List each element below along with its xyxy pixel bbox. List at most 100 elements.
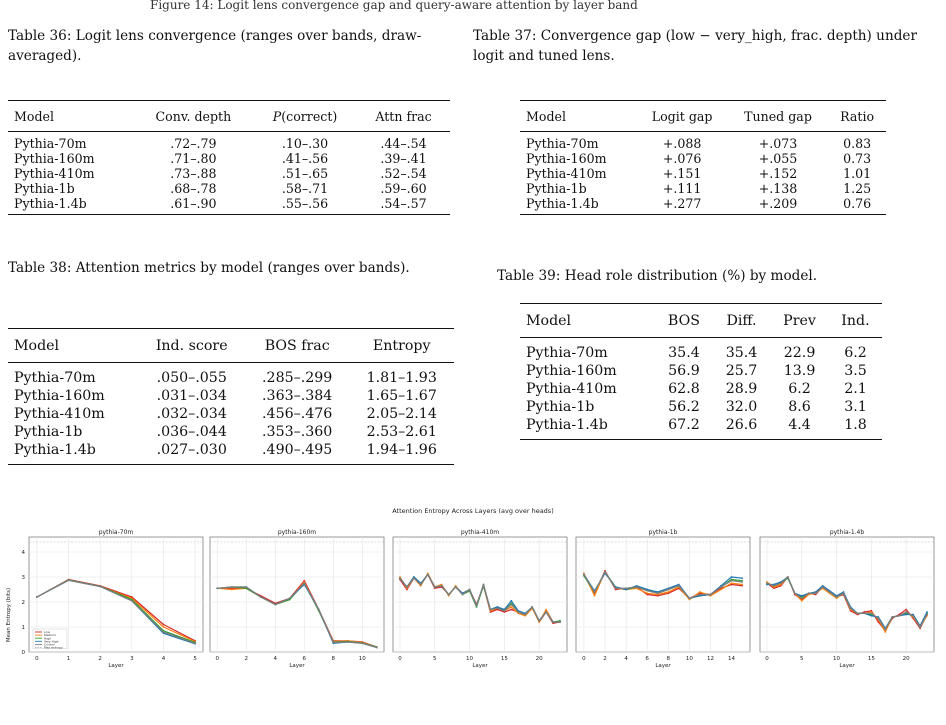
table-cell: .72–.79 [170,135,217,151]
table-row: Pythia-410m +.151 +.152 1.01 [520,166,886,181]
table-cell: 25.7 [725,362,758,379]
data-point [849,607,852,610]
legend-label: Low [44,630,50,634]
table-cell: Pythia-1b [14,423,83,440]
table-cell: .285–.299 [262,369,333,386]
panel-frame [759,536,935,653]
table-cell: 6.2 [788,380,811,397]
table39-header-4: Ind. [841,312,870,329]
table-cell: Pythia-1b [14,180,75,196]
x-tick-label: 14 [728,656,735,662]
x-tick-label: 3 [130,656,134,662]
x-tick-label: 10 [359,656,366,662]
table-cell: 0.73 [843,150,872,166]
data-point [162,626,165,628]
table-cell: .027–.030 [156,441,227,458]
table-cell: 3.5 [844,362,867,379]
table-cell: .39–.41 [380,150,427,166]
table-cell: 3.1 [844,398,867,415]
data-point [773,583,775,586]
data-point [419,583,422,586]
x-tick-label: 2 [98,656,102,662]
table-36: Model Conv. depth P(correct) Attn frac P… [8,100,450,215]
table-36-header-model: Model [14,108,55,124]
data-point [496,607,499,610]
table-cell: .51–.65 [281,165,329,181]
data-point [720,588,722,591]
data-point [667,591,670,593]
data-point [510,602,513,605]
table-cell: 35.4 [668,344,700,361]
table-36-caption: Table 36: Logit lens convergence (ranges… [8,28,422,64]
data-point [741,579,743,582]
data-point [741,583,743,586]
data-point [709,594,712,597]
data-point [545,611,548,613]
table-row: Pythia-1b 56.2 32.0 8.6 3.1 [520,398,882,416]
x-tick-label: 15 [501,656,508,662]
table-cell: 67.2 [668,416,700,433]
data-point [604,571,606,573]
x-tick-label: 6 [645,656,649,662]
table-cell: Pythia-1b [526,180,587,196]
table-cell: .032–.034 [156,405,227,422]
table-row: Pythia-1b +.111 +.138 1.25 [520,181,886,196]
table-row: Pythia-410m .73–.88 .51–.65 .52–.54 [8,166,450,181]
data-point [433,587,436,590]
attention-entropy-figure: Attention Entropy Across Layers (avg ove… [0,505,946,721]
panel-frame [209,536,385,653]
table38-header-3: Entropy [372,337,431,354]
data-point [531,606,534,608]
data-point [538,619,541,622]
chart-title: Attention Entropy Across Layers (avg ove… [392,507,553,515]
data-point [440,583,443,586]
x-tick-label: 4 [162,656,166,662]
data-point [130,599,133,602]
data-point [891,616,894,618]
data-point [905,611,908,613]
table-cell: 4.4 [788,416,811,433]
table-cell: Pythia-160m [14,387,105,404]
table-cell: Pythia-160m [526,150,607,166]
data-point [67,579,70,582]
data-point [99,585,102,588]
table-cell: .61–.90 [170,195,217,211]
table-cell: Pythia-410m [14,405,105,422]
x-tick-label: 10 [466,656,473,662]
data-point [399,576,401,578]
table-cell: Pythia-410m [14,165,95,181]
x-tick-label: 0 [582,656,586,662]
data-point [730,579,733,582]
table-cell: Pythia-410m [526,380,617,397]
data-point [730,576,733,578]
data-point [870,611,873,613]
x-tick-label: 12 [707,656,714,662]
table-row: Pythia-160m .71–.80 .41–.56 .39–.41 [8,151,450,166]
data-point [779,582,782,585]
table-cell: 1.8 [844,416,867,433]
table-row: Pythia-70m .050–.055 .285–.299 1.81–1.93 [8,363,454,387]
data-point [419,584,422,587]
data-point [625,588,627,591]
data-point [730,578,733,581]
data-point [406,586,408,588]
data-point [593,591,596,593]
table-cell: .036–.044 [156,423,227,440]
x-axis-label: Layer [472,663,488,669]
table-37: Model Logit gap Tuned gap Ratio Pythia-70m +… [520,100,886,215]
p-symbol: P [272,108,282,124]
data-point [870,614,873,617]
data-point [288,597,291,600]
table-cell: .55–.56 [281,195,329,211]
table-cell: 1.81–1.93 [366,369,437,386]
x-tick-label: 4 [274,656,278,662]
table-cell: 1.01 [843,165,872,181]
data-point [524,614,527,617]
table-cell: .353–.360 [262,423,333,440]
x-tick-label: 8 [332,656,336,662]
data-point [412,577,415,580]
table-row: Pythia-1b .68–.78 .58–.71 .59–.60 [8,181,450,196]
table-cell: 56.9 [668,362,700,379]
data-point [230,587,233,590]
data-point [625,587,627,590]
